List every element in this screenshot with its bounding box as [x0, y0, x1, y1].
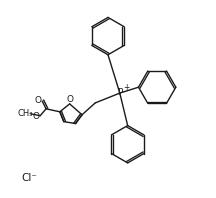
Text: +: +	[123, 83, 129, 92]
Text: O: O	[34, 96, 41, 105]
Text: O: O	[66, 95, 73, 105]
Text: Cl⁻: Cl⁻	[21, 173, 37, 183]
Text: P: P	[117, 88, 122, 97]
Text: O: O	[32, 112, 39, 121]
Text: CH₃: CH₃	[17, 109, 33, 118]
